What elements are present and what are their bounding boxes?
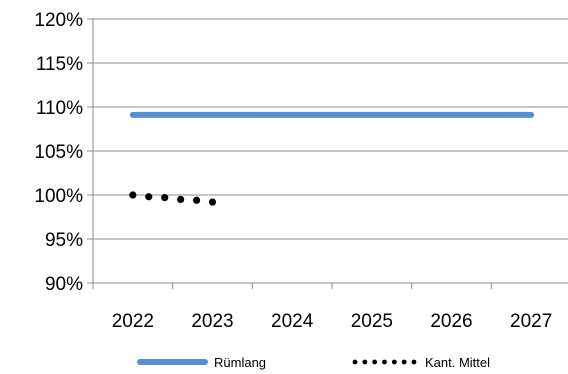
series-point-kant-mittel [145, 193, 153, 201]
x-tick-label: 2025 [351, 311, 393, 332]
series-point-kant-mittel [129, 191, 137, 199]
y-tick-label: 110% [36, 98, 83, 119]
y-tick-label: 105% [34, 142, 83, 163]
x-tick-label: 2022 [112, 311, 154, 332]
y-tick-label: 115% [36, 54, 83, 75]
series-point-kant-mittel [208, 198, 217, 206]
x-tick-label: 2026 [430, 311, 472, 332]
gridlines [93, 18, 568, 284]
legend-label-rumlang: Rümlang [214, 355, 266, 370]
legend-swatch-kant-mittel-dot [372, 359, 378, 365]
series [129, 111, 535, 206]
legend-swatch-kant-mittel-dot [362, 359, 368, 365]
axes [87, 18, 492, 289]
x-tick-label: 2023 [191, 311, 233, 332]
legend-swatch-kant-mittel-dot [391, 359, 397, 365]
x-tick-label: 2024 [271, 311, 314, 332]
series-point-kant-mittel [177, 195, 185, 203]
tick-labels: 90% 95% 100% 105% 110% 115% 120% 2022 2023 2024 20… [34, 10, 552, 332]
legend: Rümlang Kant. Mittel [137, 355, 490, 370]
series-point-kant-mittel [161, 194, 169, 202]
y-tick-label: 90% [45, 274, 83, 295]
legend-swatch-kant-mittel-dot [382, 359, 387, 365]
x-tick-label: 2027 [510, 311, 552, 332]
legend-swatch-kant-mittel-dot [411, 359, 417, 365]
y-tick-label: 120% [34, 10, 83, 31]
y-tick-label: 100% [34, 186, 83, 207]
series-point-kant-mittel [192, 196, 201, 204]
legend-swatch-kant-mittel-dot [401, 359, 407, 365]
y-tick-label: 95% [45, 230, 83, 251]
legend-label-kant-mittel: Kant. Mittel [425, 355, 490, 370]
legend-swatch-kant-mittel-dot [352, 359, 358, 365]
